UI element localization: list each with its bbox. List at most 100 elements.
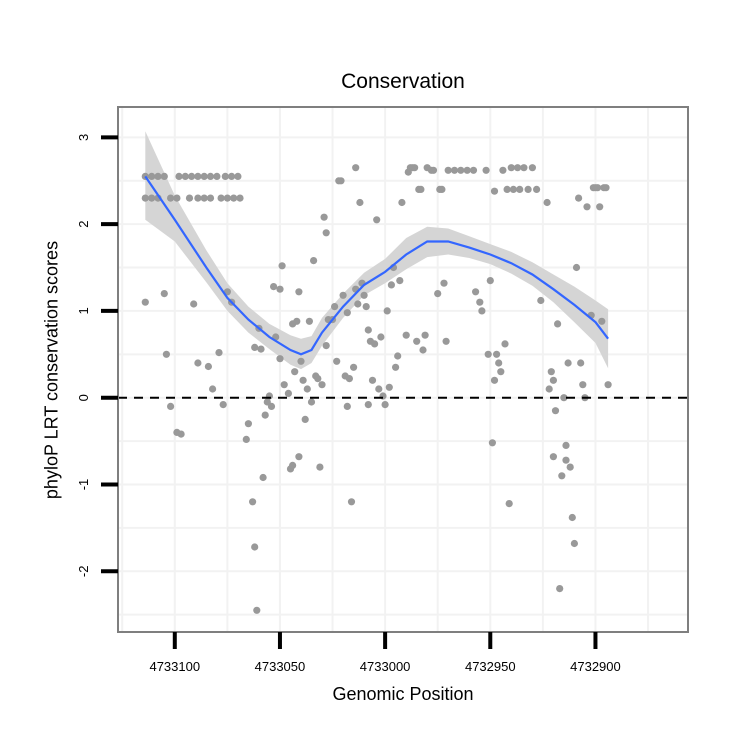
data-point — [320, 213, 328, 221]
data-point — [488, 439, 496, 447]
data-point — [362, 303, 370, 311]
data-point — [604, 381, 612, 389]
data-point — [181, 172, 189, 180]
data-point — [396, 277, 404, 285]
data-point — [545, 385, 553, 393]
data-point — [343, 309, 351, 317]
data-point — [190, 300, 198, 308]
data-point — [173, 194, 181, 202]
data-point — [295, 288, 303, 296]
data-point — [570, 539, 579, 548]
data-point — [568, 513, 576, 522]
y-tick-label: 2 — [76, 220, 91, 227]
data-point — [217, 194, 225, 202]
data-point — [167, 402, 175, 410]
data-point — [503, 185, 511, 193]
data-point — [253, 606, 261, 614]
data-point — [194, 359, 202, 367]
x-tick-label: 4732950 — [465, 659, 516, 674]
data-point — [551, 407, 560, 415]
data-point — [533, 185, 541, 193]
data-point — [482, 166, 490, 174]
data-point — [291, 368, 299, 376]
data-point — [505, 500, 513, 508]
data-point — [516, 185, 524, 193]
data-point — [476, 298, 484, 306]
data-point — [301, 415, 309, 423]
data-point — [411, 164, 419, 172]
data-point — [577, 359, 585, 367]
data-point — [185, 194, 194, 202]
data-point — [204, 362, 212, 371]
data-point — [278, 262, 286, 270]
data-point — [556, 585, 564, 593]
grid-lines — [118, 107, 688, 632]
data-point — [434, 290, 442, 298]
data-point — [270, 283, 278, 291]
plot-border — [117, 106, 689, 633]
data-point — [206, 194, 215, 202]
data-point — [537, 296, 545, 305]
data-point — [295, 453, 303, 461]
data-point — [444, 166, 452, 174]
data-point — [160, 172, 168, 180]
data-point — [141, 194, 149, 202]
y-tick-label: -2 — [76, 566, 91, 578]
y-tick-label: 1 — [76, 307, 91, 314]
data-point — [472, 288, 480, 296]
data-point — [421, 331, 429, 339]
data-point — [484, 350, 492, 358]
data-point — [175, 172, 183, 180]
data-point — [305, 317, 313, 325]
data-point — [354, 300, 362, 308]
data-point — [339, 291, 347, 299]
scatter-points — [141, 164, 612, 614]
data-point — [310, 257, 318, 265]
data-point — [244, 420, 252, 428]
data-point — [213, 172, 221, 180]
data-point — [562, 441, 570, 449]
data-point — [398, 198, 406, 207]
data-point — [377, 333, 385, 341]
data-point — [429, 166, 438, 174]
data-point — [596, 203, 604, 211]
x-tick-label: 4732900 — [570, 659, 621, 674]
data-point — [194, 172, 202, 180]
data-point — [442, 337, 450, 345]
data-point — [558, 472, 566, 480]
x-tick-label: 4733000 — [360, 659, 411, 674]
data-point — [381, 401, 389, 409]
data-point — [602, 184, 610, 192]
y-tick-label: -1 — [76, 479, 91, 491]
data-point — [347, 498, 356, 506]
data-point — [364, 401, 372, 409]
data-point — [318, 381, 326, 389]
data-point — [371, 340, 379, 348]
data-point — [257, 345, 265, 353]
data-point — [509, 185, 517, 193]
data-point — [307, 398, 316, 406]
data-point — [141, 298, 149, 306]
data-point — [299, 376, 307, 384]
data-point — [177, 430, 185, 438]
data-point — [543, 198, 551, 207]
data-point — [419, 346, 427, 354]
data-point — [564, 359, 572, 367]
x-tick-label: 4733050 — [255, 659, 306, 674]
data-point — [385, 383, 393, 391]
data-point — [293, 317, 301, 325]
data-point — [219, 401, 227, 409]
data-point — [242, 435, 250, 443]
data-point — [331, 303, 339, 311]
data-point — [337, 177, 345, 185]
data-point — [413, 337, 421, 345]
data-point — [463, 166, 471, 174]
data-point — [228, 172, 236, 180]
data-point — [520, 164, 528, 172]
data-point — [322, 229, 330, 237]
data-point — [402, 331, 410, 339]
data-point — [333, 357, 341, 365]
data-point — [360, 291, 368, 299]
data-point — [497, 368, 505, 376]
smooth-line — [144, 175, 609, 356]
